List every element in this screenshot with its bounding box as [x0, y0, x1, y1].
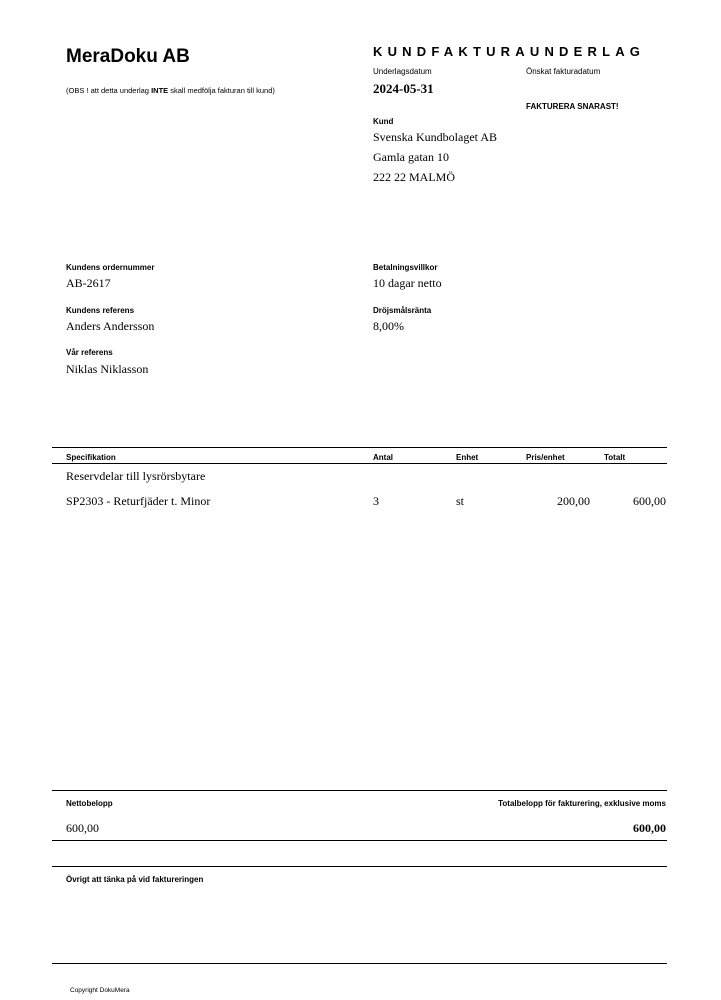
company-name: MeraDoku AB [66, 46, 190, 67]
total-label: Totalbelopp för fakturering, exklusive m… [498, 799, 666, 808]
ordernummer-value: AB-2617 [66, 276, 111, 290]
drojsmalsranta-value: 8,00% [373, 319, 404, 333]
var-referens-value: Niklas Niklasson [66, 362, 149, 376]
table-group: Reservdelar till lysrörsbytare [66, 469, 206, 483]
row-totalt: 600,00 [633, 494, 666, 508]
kund-city: 222 22 MALMÖ [373, 170, 456, 184]
table-top-divider [52, 447, 667, 448]
ovrigt-divider [52, 866, 667, 867]
header-enhet: Enhet [456, 453, 479, 462]
row-antal: 3 [373, 494, 379, 508]
row-pris: 200,00 [557, 494, 590, 508]
notice-pre: (OBS ! att detta underlag [66, 86, 152, 95]
row-spec: SP2303 - Returfjäder t. Minor [66, 494, 211, 508]
onskat-fakturadatum-value: FAKTURERA SNARAST! [526, 102, 619, 111]
document-title: KUNDFAKTURAUNDERLAG [373, 44, 646, 59]
notice-post: skall medfölja fakturan till kund) [168, 86, 275, 95]
header-antal: Antal [373, 453, 393, 462]
netto-value: 600,00 [66, 821, 99, 835]
notice-bold: INTE [151, 86, 169, 95]
header-pris: Pris/enhet [526, 453, 565, 462]
kund-name: Svenska Kundbolaget AB [373, 130, 497, 144]
drojsmalsranta-label: Dröjsmålsränta [373, 306, 432, 315]
header-totalt: Totalt [604, 453, 626, 462]
var-referens-label: Vår referens [66, 348, 113, 357]
netto-label: Nettobelopp [66, 799, 113, 808]
total-value: 600,00 [633, 821, 666, 835]
kundens-referens-value: Anders Andersson [66, 319, 155, 333]
header-spec: Specifikation [66, 453, 116, 462]
summary-bottom-divider [52, 840, 667, 841]
notice: (OBS ! att detta underlag INTE skall med… [66, 86, 275, 95]
betalningsvillkor-value: 10 dagar netto [373, 276, 442, 290]
summary-top-divider [52, 790, 667, 791]
onskat-fakturadatum-label: Önskat fakturadatum [526, 67, 601, 76]
kund-address: Gamla gatan 10 [373, 150, 449, 164]
footer-divider [52, 963, 667, 964]
kund-label: Kund [373, 117, 394, 126]
footer-copyright: Copyright DokuMera [70, 987, 130, 994]
row-enhet: st [456, 494, 465, 508]
underlagsdatum-label: Underlagsdatum [373, 67, 432, 76]
ovrigt-label: Övrigt att tänka på vid faktureringen [66, 875, 204, 884]
betalningsvillkor-label: Betalningsvillkor [373, 263, 438, 272]
table-header-divider [52, 463, 667, 464]
kundens-referens-label: Kundens referens [66, 306, 135, 315]
underlagsdatum-value: 2024-05-31 [373, 81, 434, 96]
ordernummer-label: Kundens ordernummer [66, 263, 155, 272]
